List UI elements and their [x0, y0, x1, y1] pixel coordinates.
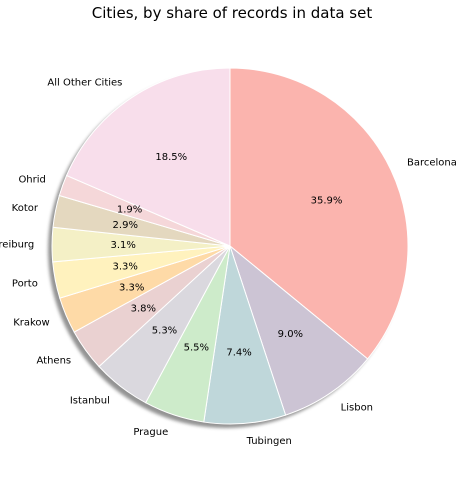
- pct-label-barcelona: 35.9%: [311, 195, 343, 206]
- chart-title: Cities, by share of records in data set: [91, 4, 373, 22]
- pct-label-all-other-cities: 18.5%: [155, 152, 187, 163]
- slice-label-lisbon: Lisbon: [341, 403, 373, 414]
- pct-label-lisbon: 9.0%: [278, 329, 303, 340]
- pct-label-istanbul: 5.3%: [152, 325, 177, 336]
- pct-label-tubingen: 7.4%: [226, 347, 251, 358]
- slice-label-tubingen: Tubingen: [246, 436, 292, 447]
- pct-label-kotor: 2.9%: [113, 220, 138, 231]
- pie-slice-all-other-cities: [65, 67, 231, 247]
- slice-label-krakow: Krakow: [13, 317, 50, 328]
- pie-slice-barcelona: [229, 67, 409, 360]
- slice-label-kotor: Kotor: [12, 203, 39, 214]
- pie-slice-lisbon: [228, 244, 369, 416]
- slice-label-porto: Porto: [12, 279, 38, 290]
- pct-label-porto: 3.3%: [112, 262, 137, 273]
- pct-label-krakow: 3.3%: [119, 283, 144, 294]
- slice-label-prague: Prague: [133, 427, 168, 438]
- pct-label-freiburg: 3.1%: [110, 240, 135, 251]
- slice-label-freiburg: Freiburg: [0, 239, 34, 250]
- slice-label-barcelona: Barcelona: [407, 157, 457, 168]
- slice-label-all-other-cities: All Other Cities: [47, 77, 122, 88]
- pct-label-ohrid: 1.9%: [117, 205, 142, 216]
- pct-label-prague: 5.5%: [184, 342, 209, 353]
- slice-label-istanbul: Istanbul: [70, 396, 110, 407]
- slice-label-athens: Athens: [37, 355, 72, 366]
- slice-label-ohrid: Ohrid: [18, 174, 45, 185]
- pct-label-athens: 3.8%: [131, 303, 156, 314]
